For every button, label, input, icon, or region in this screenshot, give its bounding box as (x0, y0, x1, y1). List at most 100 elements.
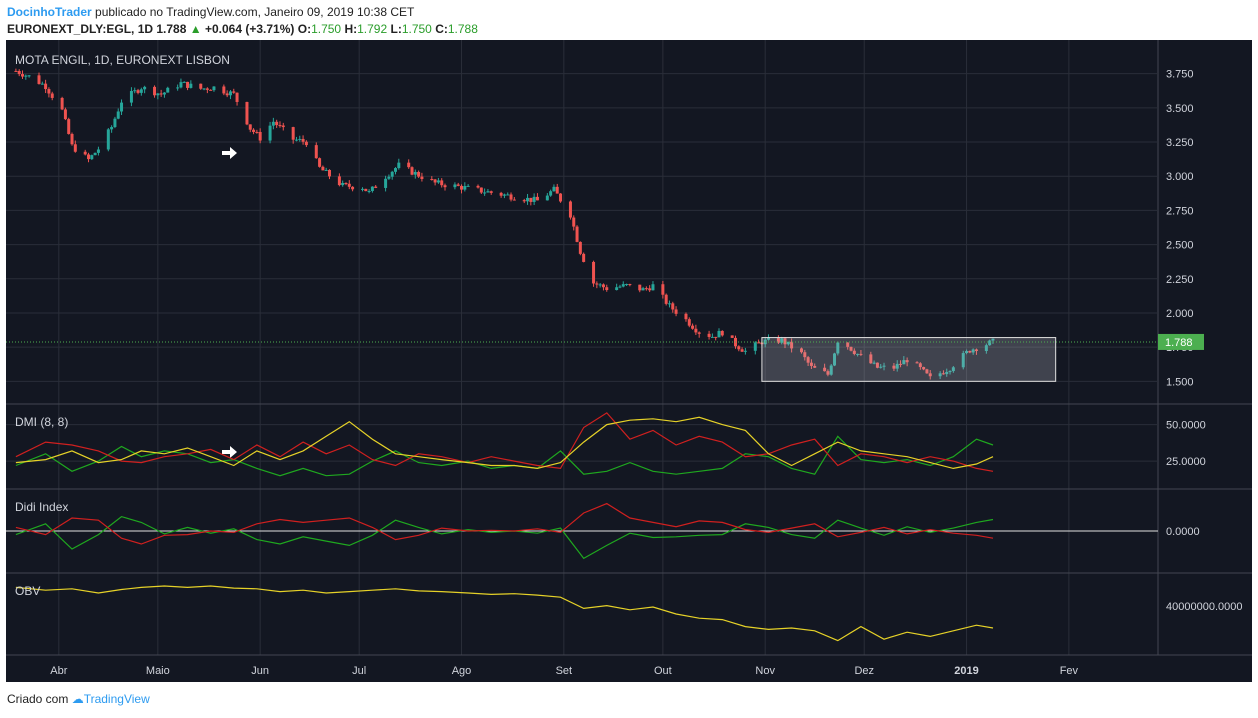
price-tick-label: 2.500 (1166, 240, 1194, 252)
candle-body (826, 371, 830, 375)
candle-body (710, 336, 714, 338)
candle-body (304, 141, 308, 146)
candle-body (327, 169, 331, 177)
candle-body (895, 363, 899, 369)
candle-body (67, 119, 71, 134)
price-tick-label: 1.500 (1166, 376, 1194, 388)
candle-body (258, 131, 262, 141)
candle-body (902, 360, 906, 365)
candle-body (139, 89, 143, 93)
candle-body (433, 179, 437, 183)
candle-body (364, 188, 368, 192)
price-tick-label: 2.250 (1166, 274, 1194, 286)
candle-body (644, 288, 648, 290)
candle-body (440, 180, 444, 186)
candle-body (417, 171, 421, 177)
candle-body (697, 332, 701, 334)
last-price: 1.788 (156, 22, 187, 36)
indicator-series-line (15, 502, 994, 545)
candle-body (374, 186, 378, 188)
candle-body (915, 362, 919, 364)
candle-body (905, 360, 909, 363)
up-triangle-icon: ▲ (189, 22, 202, 36)
candle-body (667, 303, 671, 305)
candle-body (846, 342, 850, 347)
candle-body (235, 92, 239, 102)
candle-body (648, 288, 652, 291)
candle-body (212, 86, 216, 91)
candle-body (757, 342, 761, 344)
candle-body (456, 184, 460, 186)
price-tick-label: 2.750 (1166, 205, 1194, 217)
candle-body (664, 294, 668, 304)
author-name[interactable]: DocinhoTrader (7, 5, 92, 19)
candle-body (809, 362, 813, 366)
candle-body (823, 367, 827, 372)
price-tick-label: 3.500 (1166, 103, 1194, 115)
candle-body (40, 83, 44, 85)
footer: Criado com ☁TradingView (7, 692, 150, 706)
candle-body (582, 253, 586, 262)
candle-body (27, 75, 31, 77)
candle-body (248, 124, 252, 130)
indicator-series-line (15, 585, 994, 642)
candle-body (813, 365, 817, 368)
candle-body (179, 82, 183, 88)
candle-body (575, 226, 579, 242)
candle-body (143, 86, 147, 90)
candle-body (806, 357, 810, 363)
created-with: Criado com (7, 692, 69, 706)
candle-body (938, 373, 942, 377)
price-tick-label: 3.250 (1166, 137, 1194, 149)
candle-body (743, 350, 747, 352)
candle-body (615, 287, 619, 291)
candle-body (394, 168, 398, 172)
candle-body (278, 125, 282, 127)
candle-body (44, 83, 48, 90)
candle-body (294, 139, 298, 141)
candle-body (641, 288, 645, 291)
price-pane-title: MOTA ENGIL, 1D, EURONEXT LISBON (15, 53, 230, 67)
candle-body (714, 336, 718, 338)
candle-body (836, 342, 840, 354)
tradingview-link[interactable]: TradingView (83, 692, 150, 706)
candle-body (489, 191, 493, 193)
candle-body (974, 349, 978, 352)
time-axis-label: 2019 (954, 665, 978, 677)
candle-body (499, 192, 503, 196)
candle-body (324, 169, 328, 171)
right-arrow-icon (222, 446, 237, 458)
candle-body (360, 188, 364, 190)
candle-body (687, 319, 691, 326)
candle-body (925, 369, 929, 374)
candle-body (14, 70, 18, 72)
candle-body (344, 183, 348, 185)
candle-body (790, 341, 794, 349)
candle-body (800, 348, 804, 353)
candle-body (512, 199, 516, 201)
candle-body (882, 365, 886, 367)
candle-body (281, 125, 285, 128)
candle-body (532, 196, 536, 202)
close-value: 1.788 (447, 22, 478, 36)
chart-background (6, 40, 1252, 682)
close-label: C: (435, 22, 448, 36)
candle-body (578, 241, 582, 254)
time-axis-label: Out (654, 665, 672, 677)
candle-body (552, 186, 556, 192)
time-axis-label: Abr (50, 665, 67, 677)
candle-body (70, 133, 74, 145)
candle-body (298, 138, 302, 140)
candle-body (162, 92, 166, 95)
candle-body (387, 176, 391, 179)
chart-canvas[interactable]: 3.750 3.500 3.250 3.000 2.750 2.500 2.250 2.000… (6, 40, 1252, 682)
candle-body (526, 197, 530, 202)
candle-body (17, 71, 21, 75)
candle-body (390, 171, 394, 177)
candle-body (605, 287, 609, 291)
candle-body (347, 183, 351, 187)
candle-body (37, 75, 41, 84)
candle-body (879, 366, 883, 368)
candle-body (737, 346, 741, 350)
low-value: 1.750 (401, 22, 432, 36)
